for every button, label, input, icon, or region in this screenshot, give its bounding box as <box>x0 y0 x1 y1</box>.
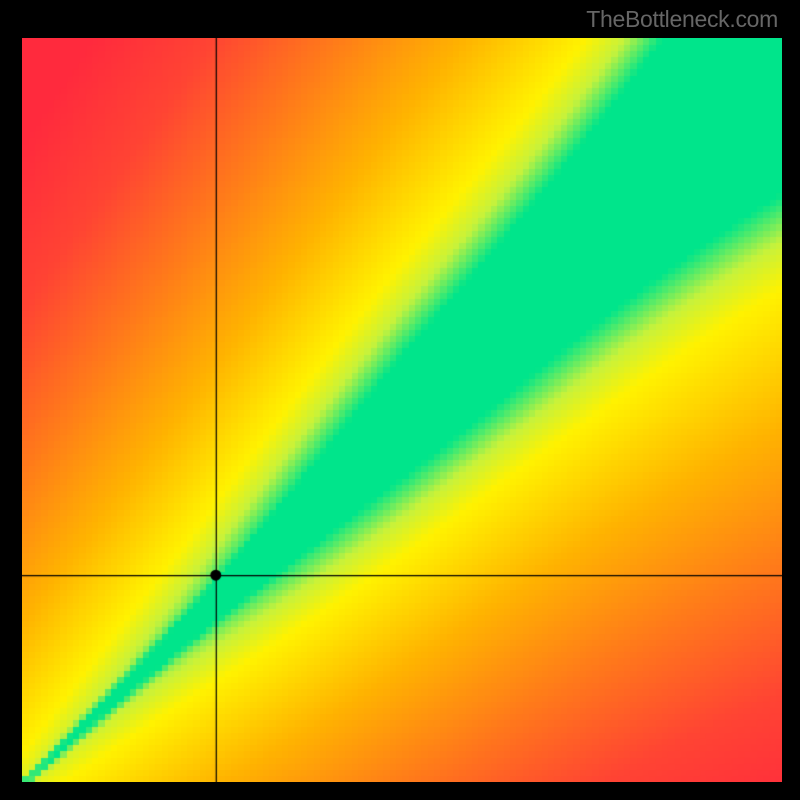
chart-container: TheBottleneck.com <box>0 0 800 800</box>
heatmap-chart <box>22 38 782 782</box>
watermark-text: TheBottleneck.com <box>586 6 778 33</box>
